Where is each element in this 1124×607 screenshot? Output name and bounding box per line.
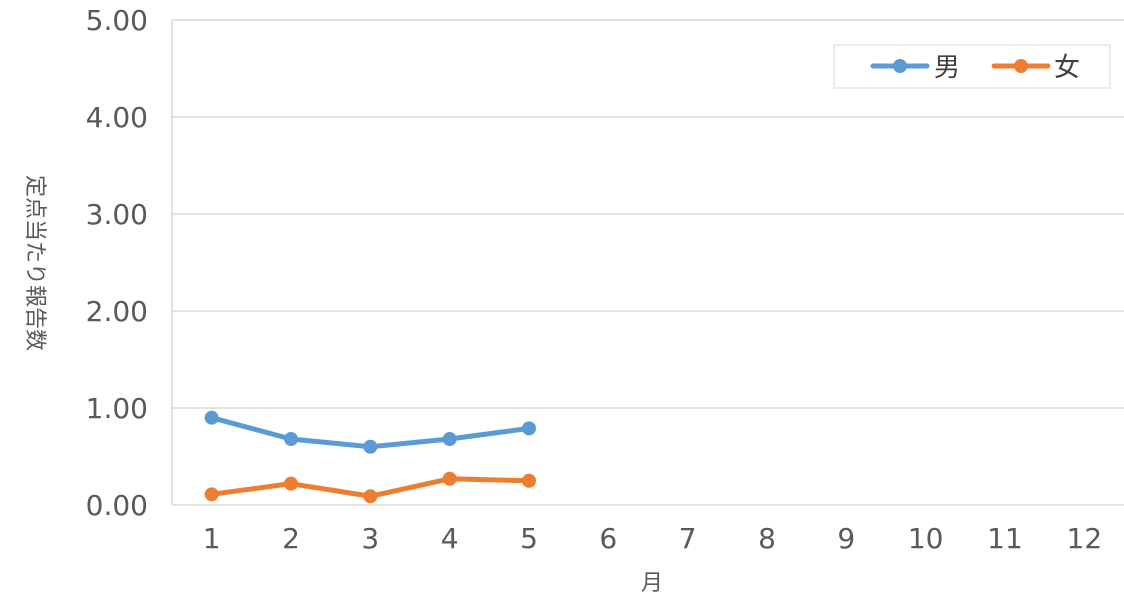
x-tick-label: 3 <box>361 522 379 555</box>
legend-label-female: 女 <box>1054 53 1080 83</box>
data-point-1 <box>522 473 536 488</box>
x-tick-label: 12 <box>1067 522 1103 555</box>
data-point-0 <box>442 432 457 447</box>
y-axis-title: 定点当たり報告数 <box>22 175 47 351</box>
x-tick-label: 4 <box>441 522 459 555</box>
axes <box>171 20 1124 506</box>
y-tick-label: 3.00 <box>86 198 148 231</box>
data-point-0 <box>284 432 298 447</box>
x-tick-label: 5 <box>520 522 538 555</box>
data-point-1 <box>284 476 298 491</box>
x-axis-title: 月 <box>641 571 663 596</box>
x-tick-label: 2 <box>282 522 300 555</box>
legend: 男 女 <box>833 44 1111 89</box>
x-tick-label: 10 <box>908 522 944 555</box>
legend-marker-female <box>1014 59 1028 73</box>
x-tick-label: 8 <box>758 522 776 555</box>
x-tick-label: 9 <box>837 522 855 555</box>
y-tick-label: 2.00 <box>86 295 148 328</box>
y-tick-label: 0.00 <box>86 489 148 522</box>
x-tick-label: 11 <box>987 522 1023 555</box>
data-point-1 <box>442 471 457 486</box>
x-tick-label: 6 <box>599 522 617 555</box>
gridlines <box>172 19 1124 409</box>
y-tick-label: 5.00 <box>86 4 148 37</box>
legend-item-male: 男 <box>870 53 960 83</box>
data-point-0 <box>522 421 536 436</box>
legend-marker-male <box>893 59 907 73</box>
series-lines <box>204 410 536 504</box>
y-tick-label: 4.00 <box>86 101 148 134</box>
y-tick-label: 1.00 <box>86 392 148 425</box>
x-tick-label: 1 <box>203 522 221 555</box>
legend-label-male: 男 <box>934 53 960 83</box>
data-point-1 <box>363 489 378 504</box>
data-point-1 <box>204 487 219 502</box>
legend-item-female: 女 <box>991 53 1080 83</box>
x-tick-label: 7 <box>679 522 697 555</box>
data-point-0 <box>204 410 219 425</box>
tick-labels: 0.001.002.003.004.005.001 2 3 4 5 6 7 8 9 10 11 12 <box>86 4 1102 555</box>
data-point-0 <box>363 439 378 454</box>
